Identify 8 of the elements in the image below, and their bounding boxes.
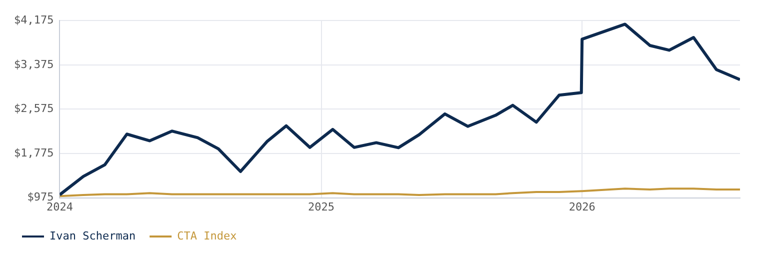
y-tick-label: $4,175 <box>14 13 54 26</box>
legend-label: CTA Index <box>177 229 238 242</box>
y-tick-label: $1,775 <box>14 146 54 160</box>
y-tick-label: $3,375 <box>14 58 54 71</box>
x-tick-label: 2026 <box>568 200 596 214</box>
legend-label: Ivan Scherman <box>50 229 136 242</box>
y-tick-label: $2,575 <box>14 102 54 116</box>
x-tick-label: 2025 <box>308 200 335 214</box>
